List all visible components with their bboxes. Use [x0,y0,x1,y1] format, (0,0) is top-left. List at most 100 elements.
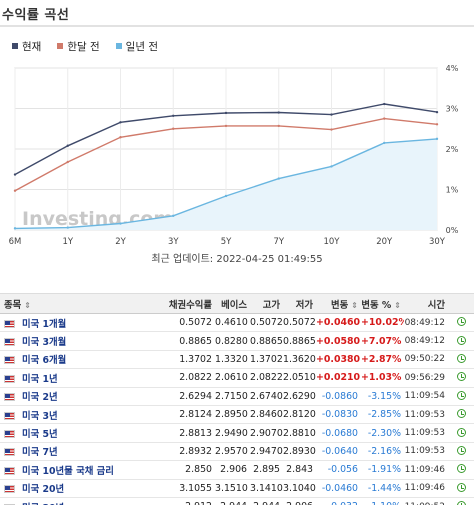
legend-item-year-ago[interactable]: 일년 전 [115,39,158,54]
low-cell: 2.8810 [283,423,316,443]
table-body: 미국 1개월 0.5072 0.4610 0.5072 0.5072 +0.0460 +10… [0,313,474,505]
series-point [330,165,333,168]
table-row[interactable]: 미국 5년 2.8813 2.9490 2.9070 2.8810 -0.0680 -2.3… [0,423,474,443]
y-tick-label: 4% [446,64,459,73]
series-point [224,111,228,115]
sort-icon: ⇕ [24,300,31,310]
high-cell: 2.9470 [250,442,283,462]
base-cell: 2.906 [215,460,250,480]
yield-cell: 0.8865 [160,331,215,351]
legend-label-year-ago: 일년 전 [125,40,158,53]
status-cell [448,423,474,443]
status-cell [448,479,474,498]
time-cell: 11:09:52 [404,497,448,505]
table-row[interactable]: 미국 1년 2.0822 2.0610 2.0822 2.0510 +0.0210 +1.0… [0,368,474,388]
status-cell [448,387,474,406]
status-cell [448,460,474,480]
change-pct-cell: +7.07% [361,331,404,351]
us-flag-icon [4,485,15,494]
legend-label-current: 현재 [22,40,42,53]
us-flag-icon [4,466,15,475]
time-cell: 11:09:46 [404,460,448,480]
table-row[interactable]: 미국 2년 2.6294 2.7150 2.6740 2.6290 -0.0860 -3.1… [0,387,474,406]
low-cell: 3.1040 [283,479,316,498]
series-point [383,102,386,106]
series-point [435,110,439,114]
series-point [383,117,386,120]
change-cell: -0.0680 [316,423,361,443]
clock-icon [456,335,466,345]
change-cell: +0.0380 [316,350,361,370]
base-cell: 0.8280 [215,331,250,351]
column-header-yield[interactable]: 채권수익률 [160,293,215,314]
instrument-link[interactable]: 미국 3년 [22,410,58,422]
legend-item-month-ago[interactable]: 한달 전 [57,39,100,54]
time-cell: 08:49:12 [404,313,448,333]
table-row[interactable]: 미국 20년 3.1055 3.1510 3.1410 3.1040 -0.0460 -1.… [0,479,474,498]
low-cell: 2.8930 [283,442,316,462]
time-cell: 11:09:53 [404,405,448,425]
us-flag-icon [4,393,15,402]
change-pct-cell: -1.10% [361,497,404,505]
y-tick-label: 2% [446,145,459,154]
instrument-link[interactable]: 미국 10년물 국채 금리 [22,465,114,477]
base-cell: 2.944 [215,497,250,505]
instrument-link[interactable]: 미국 6개월 [22,355,67,367]
change-pct-cell: -2.85% [361,405,404,425]
status-cell [448,442,474,462]
sort-icon: ⇕ [394,300,401,310]
x-tick-label: 30Y [429,237,446,247]
legend-swatch-year-ago [115,43,122,49]
low-cell: 0.5072 [283,313,316,333]
x-tick-label: 5Y [221,237,232,247]
sort-icon: ⇕ [351,300,358,310]
time-cell: 11:09:53 [404,442,448,462]
instrument-link[interactable]: 미국 1개월 [22,318,67,330]
table-row[interactable]: 미국 30년2.9122.9442.9442.906-0.032-1.10%11… [0,497,474,505]
time-cell: 09:50:22 [404,350,448,370]
high-cell: 2.944 [250,497,283,505]
clock-icon [456,427,466,437]
instrument-link[interactable]: 미국 30년 [22,503,64,505]
instrument-link[interactable]: 미국 3개월 [22,337,67,349]
yield-cell: 2.8932 [160,442,215,462]
instrument-link[interactable]: 미국 5년 [22,429,58,441]
yield-table-container: 종목 ⇕ 채권수익률 베이스 고가 저가 변동 ⇕ 변동 % ⇕ 시간 미국 1개월 0… [0,293,474,505]
series-point [13,189,17,192]
change-cell: +0.0580 [316,331,361,351]
yield-curve-chart: 0%1%2%3%4%6M 1Y 2Y 3Y 5Y 7Y 10Y 20Y 30YInvesting… [9,64,459,247]
yield-cell: 2.0822 [160,368,215,388]
table-row[interactable]: 미국 3개월 0.8865 0.8280 0.8865 0.8865 +0.0580 +7.… [0,331,474,351]
change-cell: -0.0830 [316,405,361,425]
time-cell: 08:49:12 [404,331,448,351]
column-header-high[interactable]: 고가 [250,293,283,314]
series-point [330,128,333,131]
instrument-link[interactable]: 미국 20년 [22,484,65,496]
table-row[interactable]: 미국 10년물 국채 금리 2.850 2.906 2.895 2.843 -0.056-… [0,460,474,480]
column-header-low[interactable]: 저가 [283,293,316,314]
instrument-link[interactable]: 미국 7년 [22,447,58,459]
column-header-base[interactable]: 베이스 [215,293,250,314]
high-cell: 2.0822 [250,368,283,388]
table-row[interactable]: 미국 7년 2.8932 2.9570 2.9470 2.8930 -0.0640 -2.1… [0,442,474,462]
column-header-change[interactable]: 변동 ⇕ [316,293,361,314]
column-header-change-pct[interactable]: 변동 % ⇕ [361,293,404,314]
series-point [13,173,17,176]
column-header-time[interactable]: 시간 [404,293,448,314]
us-flag-icon [4,430,15,439]
clock-icon [456,445,466,455]
low-cell: 2.906 [283,497,316,505]
yield-table: 종목 ⇕ 채권수익률 베이스 고가 저가 변동 ⇕ 변동 % ⇕ 시간 미국 1개월 0… [0,293,474,505]
instrument-link[interactable]: 미국 1년 [22,373,58,385]
instrument-cell: 미국 3년 [0,405,160,425]
table-row[interactable]: 미국 6개월 1.3702 1.3320 1.3702 1.3620 +0.0380 +2.… [0,350,474,370]
column-header-name[interactable]: 종목 ⇕ [0,293,160,314]
legend-item-current[interactable]: 현재 [12,39,41,54]
yield-cell: 1.3702 [160,350,215,370]
legend-swatch-month-ago [57,43,64,49]
us-flag-icon [4,356,15,365]
table-row[interactable]: 미국 3년 2.8124 2.8950 2.8460 2.8120 -0.0830 -2.8… [0,405,474,425]
change-cell: +0.0460 [316,313,361,333]
instrument-link[interactable]: 미국 2년 [22,392,58,404]
table-row[interactable]: 미국 1개월 0.5072 0.4610 0.5072 0.5072 +0.0460 +10… [0,313,474,333]
